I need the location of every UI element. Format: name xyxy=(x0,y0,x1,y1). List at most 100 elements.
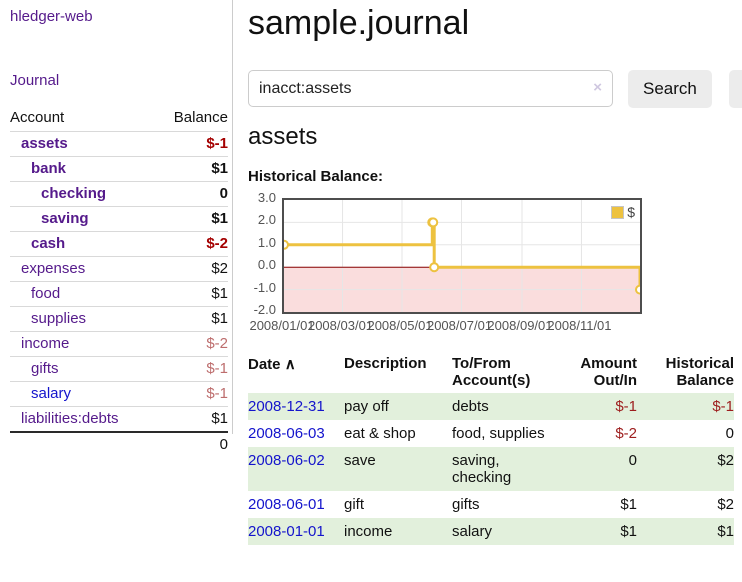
y-axis-tick-label: -1.0 xyxy=(253,279,276,295)
register-accounts: food, supplies xyxy=(452,425,545,442)
register-date-link[interactable]: 2008-06-01 xyxy=(248,496,325,513)
account-balance: $2 xyxy=(155,256,228,282)
sidebar-account-link[interactable]: food xyxy=(31,285,61,302)
sidebar-account-link[interactable]: gifts xyxy=(31,360,59,377)
sidebar-item-journal[interactable]: Journal xyxy=(10,72,60,89)
register-balance: $2 xyxy=(717,452,734,469)
clear-search-icon[interactable]: × xyxy=(593,79,602,96)
date-column-header[interactable]: Date ∧ xyxy=(248,356,296,373)
description-column-header: Description xyxy=(344,355,427,372)
sort-ascending-icon: ∧ xyxy=(284,356,296,373)
register-description: save xyxy=(344,452,376,469)
sidebar-account-link[interactable]: saving xyxy=(41,210,89,227)
data-point-marker xyxy=(284,239,289,250)
register-date-link[interactable]: 2008-12-31 xyxy=(248,398,325,415)
register-header-row: Date ∧ Description To/From Account(s) Am… xyxy=(248,352,734,393)
account-table-header-row: Account Balance xyxy=(10,106,228,132)
register-row[interactable]: 2008-01-01 income salary $1 $1 xyxy=(248,518,734,545)
account-heading: assets xyxy=(248,123,318,150)
account-balance: $-1 xyxy=(155,131,228,157)
search-box: × xyxy=(248,70,613,108)
sidebar: hledger-web Journal Account Balance asse… xyxy=(0,0,233,457)
balance-column-header: Balance xyxy=(173,109,228,126)
register-date-link[interactable]: 2008-01-01 xyxy=(248,523,325,540)
account-balance: $-2 xyxy=(155,231,228,257)
account-row: saving $1 xyxy=(10,206,228,232)
legend-label: $ xyxy=(627,204,635,220)
x-axis-tick-label: 2008/11/01 xyxy=(547,318,612,333)
register-row[interactable]: 2008-06-03 eat & shop food, supplies $-2 0 xyxy=(248,420,734,447)
total-balance: 0 xyxy=(155,431,228,457)
data-point-marker xyxy=(635,284,640,295)
balance-column-header-register: Historical Balance xyxy=(665,355,734,389)
register-row[interactable]: 2008-12-31 pay off debts $-1 $-1 xyxy=(248,393,734,420)
register-balance: $2 xyxy=(717,496,734,513)
register-accounts: saving, checking xyxy=(452,452,512,486)
account-row: gifts $-1 xyxy=(10,356,228,382)
register-date-link[interactable]: 2008-06-03 xyxy=(248,425,325,442)
register-amount: $1 xyxy=(620,496,637,513)
account-balance: $-1 xyxy=(155,356,228,382)
data-point-marker xyxy=(428,217,439,228)
amount-column-header: Amount Out/In xyxy=(580,355,637,389)
account-balance: $1 xyxy=(155,406,228,432)
help-button[interactable]: ? xyxy=(728,70,742,108)
x-axis-tick-label: 2008/03/01 xyxy=(307,318,374,333)
account-row: checking 0 xyxy=(10,181,228,207)
register-accounts: salary xyxy=(452,523,493,540)
register-balance: $-1 xyxy=(712,398,734,415)
y-axis-tick-label: -2.0 xyxy=(253,302,276,317)
total-row-spacer xyxy=(10,431,156,457)
legend-swatch-icon xyxy=(611,205,625,219)
sidebar-account-link[interactable]: bank xyxy=(31,160,67,177)
sidebar-account-link[interactable]: expenses xyxy=(21,260,86,277)
account-row: assets $-1 xyxy=(10,131,228,157)
chart-title: Historical Balance: xyxy=(248,168,384,185)
account-row: supplies $1 xyxy=(10,306,228,332)
main-content: sample.journal × Search ? assets Histori… xyxy=(233,0,742,545)
x-axis-tick-label: 2008/07/01 xyxy=(426,318,493,333)
register-balance: $1 xyxy=(717,523,734,540)
sidebar-account-link[interactable]: liabilities:debts xyxy=(21,410,119,427)
register-description: gift xyxy=(344,496,365,513)
search-bar: × Search ? xyxy=(248,70,742,108)
data-point-marker xyxy=(429,262,440,273)
total-row: 0 xyxy=(10,431,228,457)
register-amount: $-2 xyxy=(615,425,637,442)
account-balance: 0 xyxy=(155,181,228,207)
chart-svg xyxy=(284,200,640,312)
register-row[interactable]: 2008-06-01 gift gifts $1 $2 xyxy=(248,491,734,518)
search-button[interactable]: Search xyxy=(628,70,712,108)
account-row: bank $1 xyxy=(10,156,228,182)
account-balance-table: Account Balance assets $-1 bank $1 checking 0… xyxy=(10,106,228,457)
sidebar-account-link[interactable]: salary xyxy=(31,385,72,402)
historical-balance-chart: $ 3.0 2.0 1.0 0.0 -1.0 -2.0 2008/01/01 2008/03/… xyxy=(248,190,728,335)
sidebar-account-link[interactable]: supplies xyxy=(31,310,87,327)
search-input[interactable] xyxy=(248,70,613,107)
account-row: liabilities:debts $1 xyxy=(10,406,228,432)
x-axis-tick-label: 2008/05/01 xyxy=(367,318,433,333)
sidebar-account-link[interactable]: income xyxy=(21,335,70,352)
chart-plot-area: $ xyxy=(282,198,642,314)
account-balance: $1 xyxy=(155,281,228,307)
brand-link[interactable]: hledger-web xyxy=(10,8,93,25)
x-axis-tick-label: 2008/09/01 xyxy=(487,318,553,333)
register-date-link[interactable]: 2008-06-02 xyxy=(248,452,325,469)
account-row: expenses $2 xyxy=(10,256,228,282)
register-row[interactable]: 2008-06-02 save saving, checking 0 $2 xyxy=(248,447,734,491)
account-row: income $-2 xyxy=(10,331,228,357)
account-balance: $1 xyxy=(155,306,228,332)
x-axis-tick-label: 2008/01/01 xyxy=(249,318,315,333)
chart-legend: $ xyxy=(609,203,637,221)
account-row: food $1 xyxy=(10,281,228,307)
account-balance: $-1 xyxy=(155,381,228,407)
sidebar-account-link[interactable]: cash xyxy=(31,235,66,252)
page-title: sample.journal xyxy=(248,4,470,42)
register-amount: 0 xyxy=(628,452,637,469)
sidebar-account-link[interactable]: checking xyxy=(41,185,107,202)
register-accounts: gifts xyxy=(452,496,480,513)
y-axis-tick-label: 3.0 xyxy=(257,190,276,205)
sidebar-account-link[interactable]: assets xyxy=(21,135,68,152)
register-amount: $-1 xyxy=(615,398,637,415)
y-axis-tick-label: 2.0 xyxy=(257,212,276,228)
